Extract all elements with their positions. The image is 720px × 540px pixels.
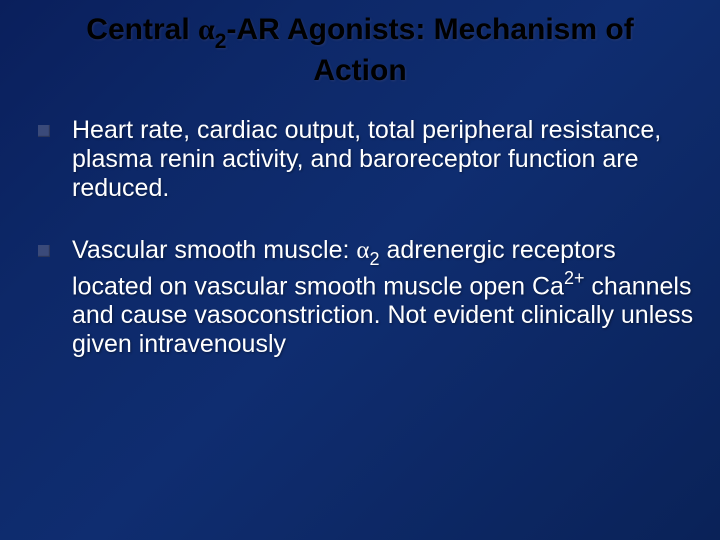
bullet-subscript: 2 <box>369 249 379 269</box>
title-prefix: Central <box>86 13 198 46</box>
slide-title: Central α2-AR Agonists: Mechanism of Act… <box>50 12 670 88</box>
bullet-alpha: α <box>356 237 369 264</box>
bullet-list: Heart rate, cardiac output, total periph… <box>20 116 700 359</box>
title-suffix: -AR Agonists: Mechanism of Action <box>226 13 633 87</box>
list-item: Vascular smooth muscle: α2 adrenergic re… <box>38 236 700 358</box>
bullet-text: Heart rate, cardiac output, total periph… <box>72 116 661 202</box>
slide: Central α2-AR Agonists: Mechanism of Act… <box>0 0 720 540</box>
bullet-superscript: 2+ <box>564 268 585 288</box>
title-subscript: 2 <box>215 30 227 53</box>
list-item: Heart rate, cardiac output, total periph… <box>38 116 700 202</box>
title-alpha: α <box>198 13 215 46</box>
bullet-pre: Vascular smooth muscle: <box>72 236 356 264</box>
